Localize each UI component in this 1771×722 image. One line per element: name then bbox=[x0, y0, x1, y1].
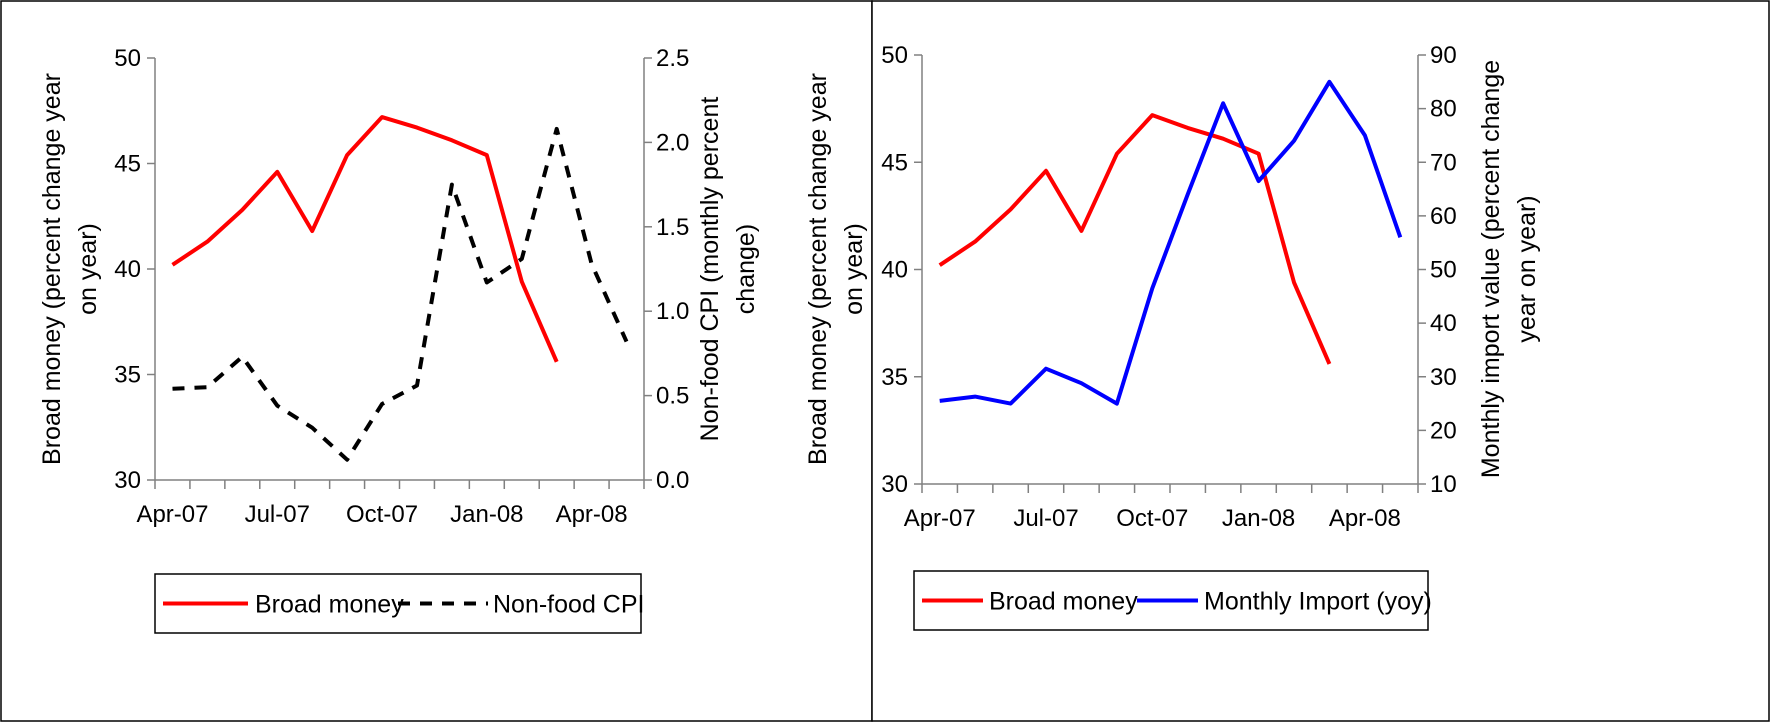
x-tick-label: Jul-07 bbox=[245, 501, 310, 528]
right-y-tick-label: 0.5 bbox=[656, 383, 689, 410]
x-tick-label: Apr-07 bbox=[904, 505, 976, 532]
left-y-axis-title: on year) bbox=[74, 223, 102, 315]
left-y-tick-label: 45 bbox=[114, 151, 141, 178]
right-y-tick-label: 40 bbox=[1430, 310, 1457, 337]
legend-label: Broad money bbox=[989, 588, 1138, 616]
series-line-broad-money bbox=[171, 115, 559, 363]
right-y-tick-label: 1.0 bbox=[656, 298, 689, 325]
right-y-tick-label: 10 bbox=[1430, 471, 1457, 498]
legend-label: Broad money bbox=[255, 591, 404, 619]
left-y-tick-label: 30 bbox=[881, 471, 908, 498]
left-y-tick-label: 40 bbox=[114, 256, 141, 283]
x-tick-label: Jul-07 bbox=[1013, 505, 1078, 532]
series-line-non-food-cpi bbox=[172, 126, 629, 462]
right-y-tick-label: 50 bbox=[1430, 257, 1457, 284]
x-tick-label: Apr-08 bbox=[1329, 505, 1401, 532]
right-y-tick-label: 2.0 bbox=[656, 129, 689, 156]
broad-money-vs-monthly-import-chart: 30 35 40 45 50 10 20 30 40 50 60 70 80 90 Apr-07 Jul-07… bbox=[804, 42, 1541, 631]
left-y-axis-title: on year) bbox=[840, 223, 868, 315]
left-y-tick-label: 30 bbox=[114, 467, 141, 494]
right-y-axis-title: Monthly import value (percent change bbox=[1477, 60, 1505, 478]
right-y-tick-label: 80 bbox=[1430, 96, 1457, 123]
x-tick-label: Apr-07 bbox=[136, 501, 208, 528]
left-y-tick-label: 50 bbox=[114, 45, 141, 72]
right-y-tick-label: 2.5 bbox=[656, 45, 689, 72]
broad-money-vs-non-food-cpi-chart: 30 35 40 45 50 0.0 0.5 1.0 1.5 2.0 2.5 Apr-07 Jul-07… bbox=[38, 45, 760, 634]
left-y-tick-label: 40 bbox=[881, 257, 908, 284]
right-y-tick-label: 90 bbox=[1430, 42, 1457, 69]
legend: Broad money Monthly Import (yoy) bbox=[913, 570, 1432, 631]
right-y-axis-title: change) bbox=[732, 224, 760, 314]
legend: Broad money Non-food CPI bbox=[154, 573, 644, 634]
right-y-axis-title: Non-food CPI (monthly percent bbox=[696, 97, 724, 442]
right-y-tick-label: 30 bbox=[1430, 364, 1457, 391]
left-y-axis-title: Broad money (percent change year bbox=[38, 73, 66, 465]
legend-box bbox=[913, 570, 1429, 631]
x-tick-label: Jan-08 bbox=[450, 501, 523, 528]
legend-label: Monthly Import (yoy) bbox=[1204, 588, 1432, 616]
right-y-tick-label: 1.5 bbox=[656, 214, 689, 241]
series-line-monthly-import-yoy bbox=[939, 79, 1403, 406]
left-y-tick-label: 35 bbox=[881, 364, 908, 391]
right-y-tick-label: 60 bbox=[1430, 203, 1457, 230]
left-y-tick-label: 45 bbox=[881, 149, 908, 176]
x-tick-label: Jan-08 bbox=[1222, 505, 1295, 532]
legend-label: Non-food CPI bbox=[493, 591, 644, 619]
right-y-tick-label: 70 bbox=[1430, 149, 1457, 176]
x-tick-label: Oct-07 bbox=[1116, 505, 1188, 532]
left-y-tick-label: 50 bbox=[881, 42, 908, 69]
left-y-axis-title: Broad money (percent change year bbox=[804, 73, 832, 465]
x-tick-label: Apr-08 bbox=[556, 501, 628, 528]
right-y-axis-title: year on year) bbox=[1513, 195, 1541, 342]
x-tick-label: Oct-07 bbox=[346, 501, 418, 528]
right-y-tick-label: 0.0 bbox=[656, 467, 689, 494]
left-y-tick-label: 35 bbox=[114, 362, 141, 389]
right-y-tick-label: 20 bbox=[1430, 417, 1457, 444]
